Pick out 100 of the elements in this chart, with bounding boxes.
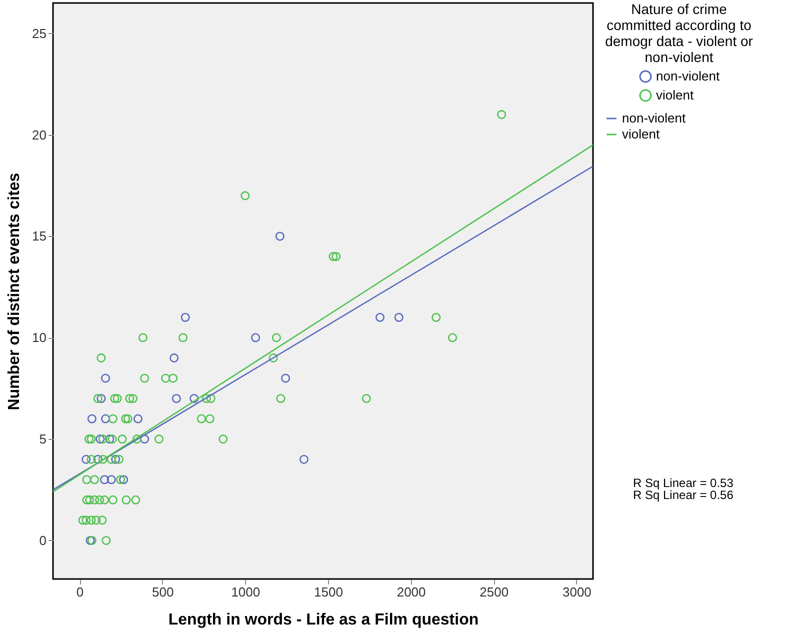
point <box>332 252 341 262</box>
point <box>202 394 211 404</box>
legend-label: non-violent <box>622 110 686 126</box>
point <box>276 394 286 404</box>
point <box>275 232 284 241</box>
point <box>138 333 148 342</box>
point <box>116 475 126 484</box>
point <box>100 475 110 484</box>
point <box>375 312 385 322</box>
point <box>299 454 308 464</box>
point <box>268 353 278 362</box>
point <box>95 495 104 504</box>
point <box>161 374 170 383</box>
x-tick-label: 1500 <box>314 584 343 600</box>
point <box>93 454 102 464</box>
point <box>106 454 116 464</box>
y-tick-label: 25 <box>32 26 46 41</box>
point <box>82 495 92 504</box>
point <box>178 333 188 342</box>
point <box>82 454 91 464</box>
point <box>105 434 114 444</box>
point <box>205 414 214 424</box>
y-axis-title: Number of distinct events cites <box>6 172 24 410</box>
point <box>140 374 150 383</box>
point <box>108 495 118 504</box>
x-tick-label: 3000 <box>562 584 592 600</box>
point <box>111 454 120 464</box>
legend-label: violent <box>622 126 660 142</box>
point <box>196 414 206 424</box>
point <box>98 516 107 525</box>
point <box>118 434 127 444</box>
y-tick-label: 10 <box>32 330 46 346</box>
point <box>90 475 100 484</box>
point <box>82 516 91 525</box>
point <box>86 434 96 444</box>
point <box>170 353 179 362</box>
point <box>328 252 338 262</box>
text: R Sq Linear = 0.53 <box>633 476 734 490</box>
point <box>172 394 181 404</box>
point <box>125 394 134 404</box>
point <box>123 414 132 424</box>
point <box>84 434 94 444</box>
point <box>240 191 250 200</box>
point <box>93 394 102 404</box>
point <box>180 312 190 322</box>
point <box>96 434 105 444</box>
x-tick-label: 1000 <box>231 584 260 600</box>
point <box>154 434 164 444</box>
point <box>82 475 92 484</box>
point <box>251 333 260 342</box>
point <box>394 312 404 322</box>
point <box>432 312 441 322</box>
y-tick-label: 0 <box>39 532 46 548</box>
point <box>87 414 96 424</box>
point <box>112 394 122 404</box>
point <box>497 110 506 120</box>
point <box>132 434 142 444</box>
point <box>86 454 96 464</box>
point <box>102 536 111 545</box>
point <box>114 454 124 464</box>
y-tick-label: 5 <box>39 432 46 447</box>
point <box>110 394 120 404</box>
point <box>448 333 458 342</box>
point <box>108 414 118 424</box>
point <box>190 394 199 404</box>
x-axis-title: Length in words - Life as a Film question <box>168 612 479 628</box>
legend-label: non-violent <box>656 68 720 84</box>
legend-label: violent <box>656 88 694 102</box>
point <box>206 394 216 404</box>
point <box>96 394 106 404</box>
text: R Sq Linear = 0.56 <box>633 488 734 502</box>
legend-title: Nature of crime committed according to demogr data - violent or non-violent <box>605 1 754 65</box>
point <box>272 333 281 342</box>
point <box>362 394 371 404</box>
point <box>98 454 108 464</box>
point <box>108 434 117 444</box>
x-tick-label: 500 <box>152 584 174 600</box>
y-tick-label: 15 <box>32 228 46 244</box>
point <box>119 475 128 484</box>
x-tick-label: 0 <box>76 584 84 600</box>
point <box>168 374 178 383</box>
point <box>122 495 131 504</box>
point <box>218 434 228 444</box>
point <box>78 516 88 525</box>
point <box>100 414 110 424</box>
x-tick-label: 2000 <box>396 584 426 600</box>
x-tick-label: 2500 <box>480 584 509 600</box>
y-tick-label: 20 <box>32 127 46 142</box>
point <box>281 374 290 383</box>
point <box>98 434 108 444</box>
point <box>86 516 96 525</box>
point <box>140 434 150 444</box>
point <box>96 353 106 362</box>
point <box>128 394 138 404</box>
point <box>121 414 130 424</box>
point <box>92 516 101 525</box>
point <box>90 495 100 504</box>
point <box>100 495 110 504</box>
point <box>106 475 116 484</box>
point <box>133 414 142 424</box>
